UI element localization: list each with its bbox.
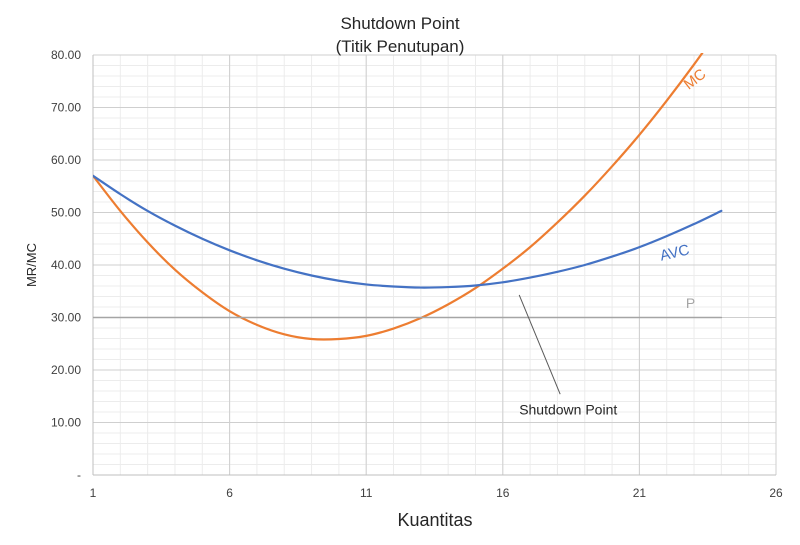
- y-tick-label: -: [77, 468, 81, 482]
- chart-subtitle: (Titik Penutupan): [336, 37, 465, 56]
- y-tick-label: 30.00: [51, 311, 81, 325]
- x-tick-label: 1: [90, 486, 97, 500]
- label-layer: 1 6 11 16 21 26-10.0020.0030.0040.0050.0060.0…: [51, 48, 783, 500]
- y-tick-label: 50.00: [51, 206, 81, 220]
- series-label-avc: AVC: [658, 241, 691, 264]
- x-tick-label: 26: [769, 486, 783, 500]
- y-tick-label: 10.00: [51, 416, 81, 430]
- series-label-p: P: [686, 295, 695, 311]
- annotation-leader-line: [518, 294, 561, 395]
- series-line-mc: [93, 53, 704, 341]
- y-axis-label: MR/MC: [24, 243, 39, 287]
- y-tick-label: 40.00: [51, 258, 81, 272]
- x-tick-label: 16: [496, 486, 510, 500]
- grid-layer: [92, 54, 777, 476]
- x-tick-label: 11: [360, 486, 373, 500]
- y-tick-label: 60.00: [51, 153, 81, 167]
- series-line-avc: [93, 174, 723, 289]
- x-tick-label: 21: [633, 486, 647, 500]
- series-layer: [93, 53, 723, 341]
- y-tick-label: 80.00: [51, 48, 81, 62]
- y-tick-label: 20.00: [51, 363, 81, 377]
- annotation-label: Shutdown Point: [519, 402, 617, 418]
- y-tick-label: 70.00: [51, 101, 81, 115]
- chart-title: Shutdown Point: [340, 14, 459, 33]
- x-axis-label: Kuantitas: [397, 510, 472, 530]
- axis-layer: [92, 55, 776, 476]
- x-tick-label: 6: [226, 486, 233, 500]
